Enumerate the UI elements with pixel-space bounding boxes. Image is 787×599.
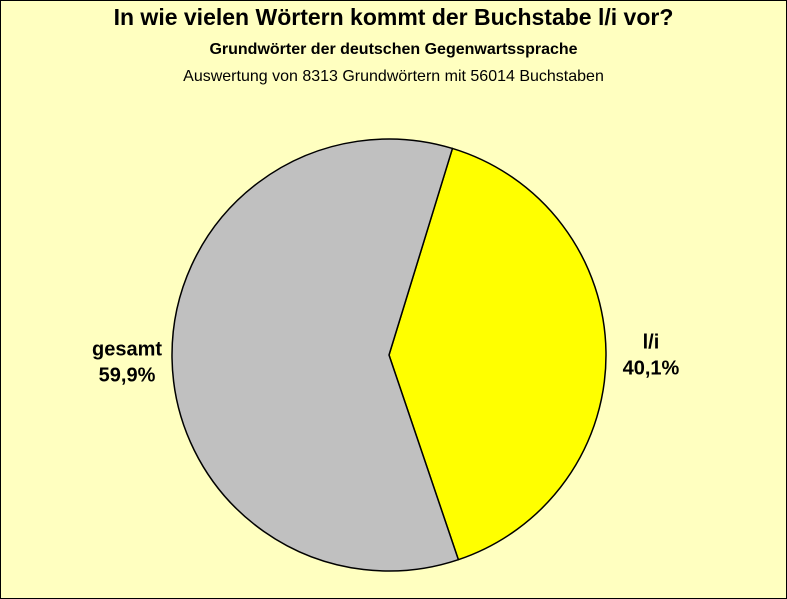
pie-slice-gesamt: [171, 138, 460, 572]
chart-title: In wie vielen Wörtern kommt der Buchstab…: [113, 4, 674, 30]
chart-subtitle: Grundwörter der deutschen Gegenwartsspra…: [209, 41, 578, 58]
slice-name-label: gesamt: [92, 339, 162, 361]
slice-name-label: l/i: [643, 331, 660, 353]
chart-subtitle-2: Auswertung von 8313 Grundwörtern mit 560…: [183, 68, 604, 85]
slice-value-label: 40,1%: [623, 357, 680, 379]
pie-slice-li: [388, 147, 607, 561]
slice-value-label: 59,9%: [99, 365, 156, 387]
